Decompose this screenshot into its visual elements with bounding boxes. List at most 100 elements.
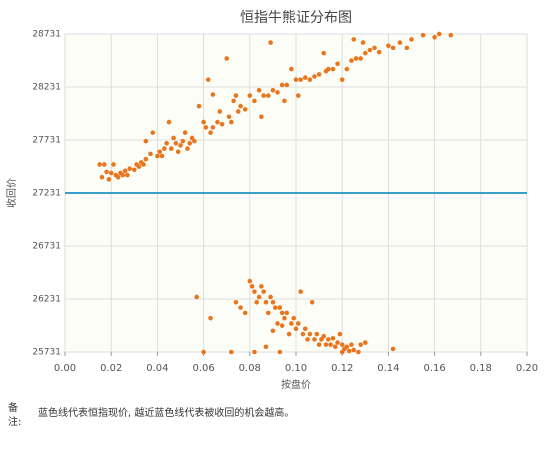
point [233,93,239,98]
y-tick-label: 26731 [32,242,61,252]
point [265,93,271,98]
point [353,56,359,61]
point [242,310,248,316]
point [164,140,169,146]
point [307,331,313,337]
point [358,56,363,61]
point [120,172,126,178]
point [312,74,317,79]
point [272,305,278,310]
point [229,119,234,125]
x-tick-label: 0.12 [331,363,353,374]
point [349,58,354,63]
point [259,284,264,289]
point [108,170,114,176]
point [330,66,336,72]
point [125,172,130,178]
point [252,289,257,294]
y-tick-label: 28731 [32,30,61,40]
point [252,98,257,104]
point [270,87,276,93]
point [157,149,163,155]
point [328,342,333,347]
point [300,331,306,337]
x-tick-label: 0.18 [470,363,492,374]
point [349,342,354,347]
point [185,146,190,151]
point [182,130,188,135]
point [326,337,331,342]
y-tick-label: 28231 [32,83,61,93]
point [289,321,294,326]
y-tick-label: 27731 [32,136,61,146]
point [194,294,199,300]
point [143,156,149,162]
point [238,305,243,310]
point [249,284,255,289]
point [293,326,299,332]
point [132,167,137,173]
point [314,331,320,337]
point [166,119,172,125]
point [192,138,197,144]
point [390,45,396,51]
point [99,174,105,180]
point [162,146,167,151]
point [284,82,290,88]
point [127,166,132,172]
point [217,109,223,114]
chart: 恒指牛熊证分布图 按盘价 收回价 25731 26231 26731 27231 277… [5,10,538,391]
point [175,149,181,155]
point [201,119,206,125]
point [115,174,121,180]
point [326,66,331,72]
point [344,66,350,72]
point [122,168,128,174]
point [171,135,176,141]
point [148,151,153,157]
point [298,289,303,294]
point [259,114,264,120]
point [302,326,308,332]
point [224,56,229,61]
point [104,169,109,175]
point [277,305,283,310]
point [282,98,287,104]
point [339,349,345,355]
point [279,82,285,88]
point [312,337,317,342]
point [302,75,308,80]
point [159,153,165,159]
point [219,121,225,127]
point [363,50,368,56]
point [404,45,410,51]
point [265,310,271,316]
point [242,107,248,112]
point [263,344,269,350]
point [390,346,396,352]
point [282,315,287,321]
note: 备注: 蓝色线代表恒指现价, 越近蓝色线代表被收回的机会越高。 [8,402,294,430]
point [323,342,329,347]
point [226,114,232,120]
point [351,347,357,353]
point [215,119,220,125]
x-tick-label: 0.00 [54,363,76,374]
point [397,40,403,45]
point [247,278,253,284]
point [307,77,313,82]
y-tick-label: 27231 [32,189,61,199]
point [319,337,324,342]
point [296,321,301,326]
x-tick-label: 0.04 [146,363,168,374]
point [275,321,280,326]
point [335,61,340,67]
point [261,93,266,98]
point [229,349,234,355]
point [256,294,262,300]
point [367,47,373,53]
point [296,93,301,98]
point [372,45,377,51]
point [256,87,262,93]
point [189,135,195,141]
